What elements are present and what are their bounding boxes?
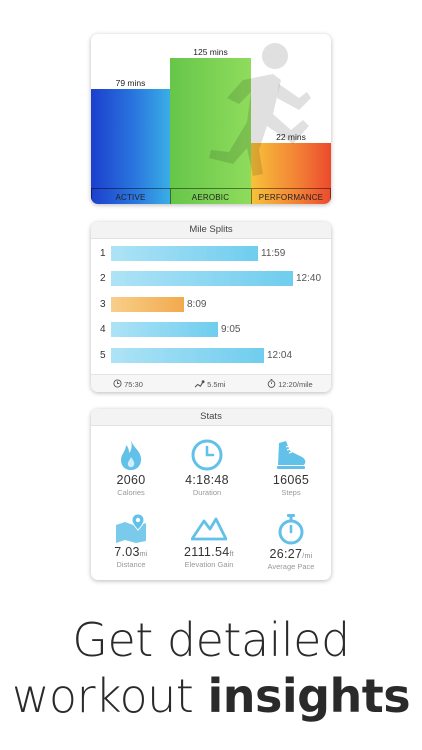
split-time: 11:59 <box>261 248 286 259</box>
total-time-item: 75:30 <box>113 379 143 389</box>
stat-duration: 4:18:48 Duration <box>167 439 247 497</box>
stats-card: Stats 2060 Calories 4:18:48 Duration 160… <box>91 409 331 580</box>
stat-unit: ft <box>229 551 234 558</box>
shoe-icon <box>277 441 306 469</box>
runner-icon <box>209 43 311 176</box>
stat-label: Duration <box>192 488 222 497</box>
zone-value-performance: 22 mins <box>276 132 306 142</box>
zone-label-aerobic: AEROBIC <box>191 193 230 202</box>
tagline: Get detailed workout insights <box>0 612 422 724</box>
total-distance-item: 5.5mi <box>194 379 225 389</box>
zone-baseline <box>91 188 331 189</box>
split-row: 4 9:05 <box>91 322 331 338</box>
zone-label-active: ACTIVE <box>115 193 146 202</box>
mile-splits-title: Mile Splits <box>91 222 331 239</box>
zone-bar-aerobic <box>170 58 251 204</box>
zone-divider <box>251 189 252 204</box>
split-mile-number: 2 <box>100 273 106 284</box>
stat-value: 16065 <box>272 473 310 487</box>
tagline-line-1: Get detailed <box>72 613 350 667</box>
stat-steps: 16065 Steps <box>251 439 331 497</box>
stat-value: 7.03 <box>114 545 140 559</box>
split-bar <box>111 271 293 286</box>
split-time: 8:09 <box>187 299 207 310</box>
zone-bar-performance <box>251 143 331 204</box>
split-mile-number: 5 <box>100 350 106 361</box>
stats-title: Stats <box>91 409 331 426</box>
split-mile-number: 3 <box>100 299 106 310</box>
zone-value-aerobic: 125 mins <box>193 47 228 57</box>
split-time: 9:05 <box>221 324 241 335</box>
split-time: 12:40 <box>296 273 322 284</box>
map-pin-icon <box>116 513 146 543</box>
zone-divider <box>170 189 171 204</box>
stat-elevation: 2111.54ft Elevation Gain <box>169 513 249 569</box>
stat-label: Calories <box>117 488 145 497</box>
stat-label: Distance <box>116 560 146 569</box>
split-row: 2 12:40 <box>91 271 331 287</box>
split-bar-best: ★ <box>111 297 195 312</box>
stat-unit: mi <box>139 551 148 558</box>
tagline-line-2: workout insights <box>0 668 422 724</box>
total-time-value: 75:30 <box>124 380 143 389</box>
split-row: 1 11:59 <box>91 246 331 262</box>
zone-label-performance: PERFORMANCE <box>258 193 324 202</box>
split-bar <box>111 322 218 337</box>
split-bar <box>111 246 258 261</box>
stopwatch-icon <box>267 379 276 388</box>
split-row: 3 ★ 8:09 <box>91 297 331 313</box>
clock-icon <box>191 439 223 471</box>
stat-distance: 7.03mi Distance <box>91 513 171 569</box>
split-mile-number: 1 <box>100 248 106 259</box>
total-distance-value: 5.5mi <box>207 380 226 389</box>
stat-label: Elevation Gain <box>184 560 234 569</box>
heart-zones-card: 79 mins 125 mins 22 mins ACTIVE AEROBIC … <box>91 34 331 204</box>
zone-bar-active <box>91 89 170 204</box>
average-pace-value: 12:20/mile <box>278 380 313 389</box>
clock-icon <box>113 379 122 388</box>
stat-value: 2111.54 <box>184 545 230 559</box>
stat-unit: /mi <box>302 553 313 560</box>
zone-value-active: 79 mins <box>115 78 146 88</box>
stat-value: 4:18:48 <box>185 473 229 487</box>
splits-footer: 75:30 5.5mi 12:20/mile <box>91 374 331 392</box>
stat-label: Steps <box>281 488 301 497</box>
split-mile-number: 4 <box>100 324 106 335</box>
stat-average-pace: 26:27/mi Average Pace <box>251 513 331 571</box>
tagline-light: workout <box>11 669 194 723</box>
star-icon: ★ <box>185 298 195 310</box>
zone-divider <box>330 189 331 204</box>
average-pace-item: 12:20/mile <box>267 379 313 389</box>
split-bar <box>111 348 264 363</box>
stat-label: Average Pace <box>267 562 315 571</box>
stat-value: 2060 <box>116 473 146 487</box>
mountain-icon <box>191 517 227 541</box>
tagline-bold: insights <box>207 669 411 723</box>
split-time: 12:04 <box>267 350 293 361</box>
flame-icon <box>121 440 142 470</box>
stat-value: 26:27 <box>269 547 303 561</box>
stopwatch-icon <box>278 514 304 545</box>
mile-splits-card: Mile Splits 1 11:59 2 12:40 3 ★ 8:09 4 9:05 5 12:0… <box>91 222 331 392</box>
zone-divider <box>91 189 92 204</box>
stat-calories: 2060 Calories <box>91 439 171 497</box>
route-icon <box>194 380 205 388</box>
split-row: 5 12:04 <box>91 348 331 364</box>
